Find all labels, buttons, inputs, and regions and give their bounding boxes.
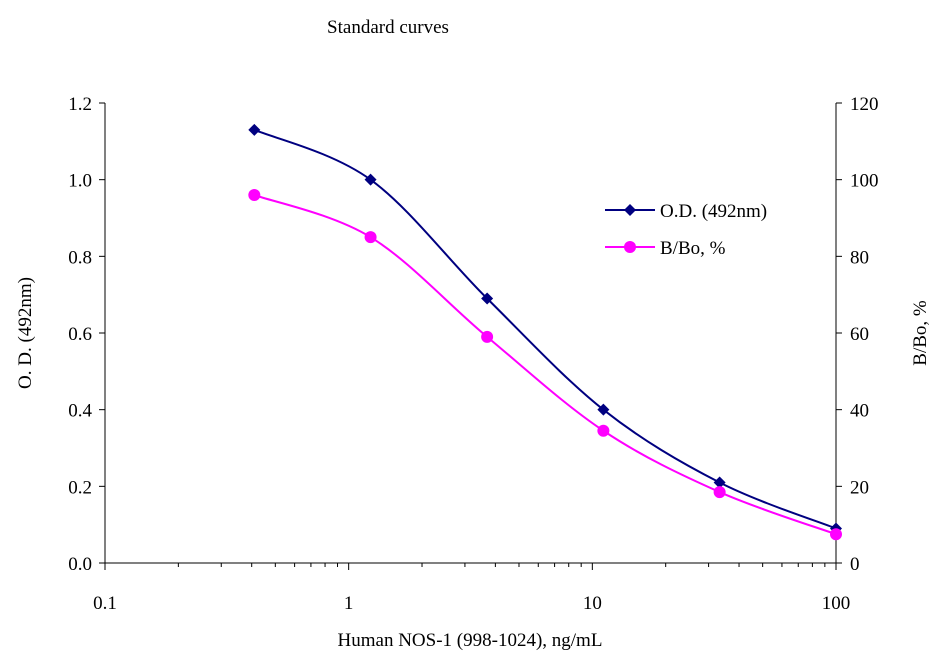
data-point — [364, 173, 377, 186]
x-tick-label: 10 — [583, 593, 602, 614]
series-line — [253, 128, 837, 530]
y2-tick-label: 40 — [850, 401, 869, 422]
series-2 — [248, 189, 842, 541]
y-tick-label: 0.2 — [68, 477, 92, 498]
data-point — [830, 528, 842, 541]
legend-item: O.D. (492nm) — [605, 201, 767, 222]
x-axis-label: Human NOS-1 (998-1024), ng/mL — [338, 630, 603, 651]
legend-marker — [624, 241, 636, 253]
legend-label: O.D. (492nm) — [660, 201, 767, 222]
x-tick-label: 0.1 — [93, 593, 117, 614]
y-tick-label: 1.0 — [68, 171, 92, 192]
legend-label: B/Bo, % — [660, 238, 726, 259]
data-point — [481, 330, 494, 343]
y-tick-label: 1.2 — [68, 94, 92, 115]
y2-tick-label: 80 — [850, 247, 869, 268]
data-point — [713, 476, 726, 489]
x-tick-label: 100 — [822, 593, 851, 614]
legend: O.D. (492nm) B/Bo, % — [605, 201, 767, 259]
y2-tick-label: 0 — [850, 554, 860, 575]
y-tick-label: 0.6 — [68, 324, 92, 345]
y-tick-label: 0.8 — [68, 247, 92, 268]
y-tick-label: 0.4 — [68, 401, 92, 422]
data-point — [248, 189, 261, 201]
series-layer — [248, 123, 842, 541]
y-tick-label: 0.0 — [68, 554, 92, 575]
data-point — [248, 123, 261, 136]
legend-item: B/Bo, % — [605, 238, 726, 259]
y2-tick-label: 20 — [850, 477, 869, 498]
y2-tick-label: 100 — [850, 171, 879, 192]
data-point — [597, 424, 610, 437]
data-point — [481, 292, 494, 305]
series-line — [253, 194, 837, 536]
y2-tick-label: 60 — [850, 324, 869, 345]
y2-tick-label: 120 — [850, 94, 879, 115]
y2-axis-label: B/Bo, % — [910, 300, 931, 366]
legend-marker — [624, 204, 636, 216]
chart-title: Standard curves — [327, 17, 449, 38]
data-point — [713, 486, 726, 499]
axes: 0.0 0.2 0.4 0.6 0.8 1.0 1.2 0 20 40 60 80 100 120 0.1 1… — [68, 94, 878, 614]
data-point — [364, 231, 377, 244]
data-point — [597, 403, 610, 416]
x-tick-label: 1 — [344, 593, 354, 614]
y-axis-label: O. D. (492nm) — [15, 277, 36, 389]
series-1 — [248, 123, 842, 535]
